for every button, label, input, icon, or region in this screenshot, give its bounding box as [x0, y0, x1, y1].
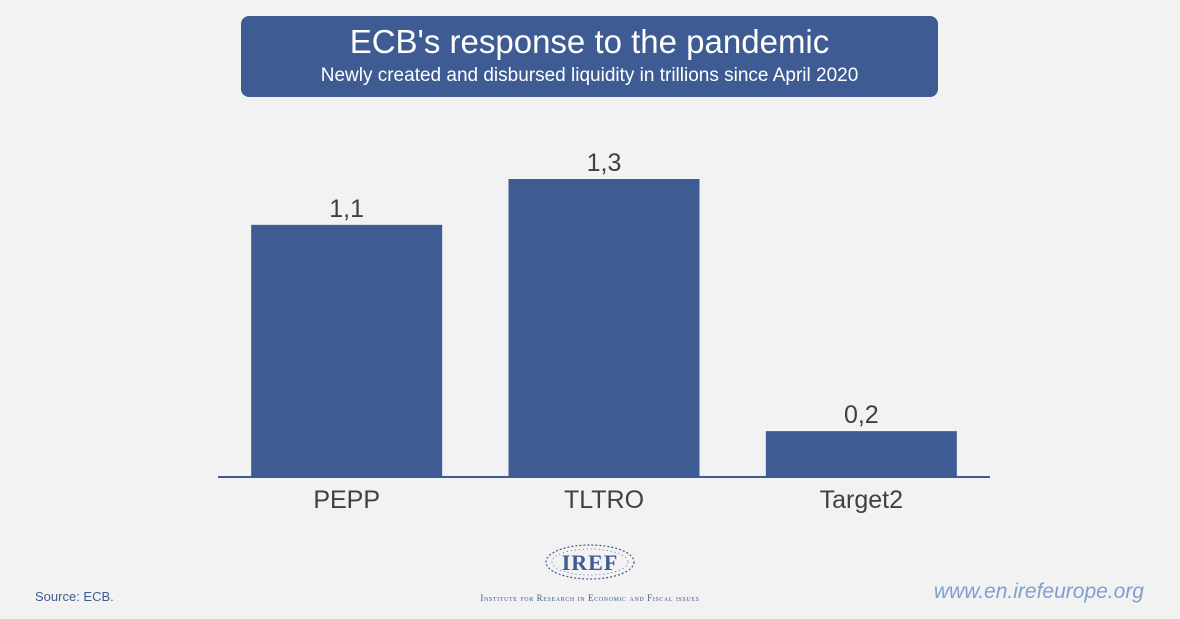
bar-chart: 1,1 PEPP 1,3 TLTRO 0,2 Target2: [218, 149, 990, 514]
logo-text: IREF: [562, 550, 619, 575]
chart-title-box: ECB's response to the pandemic Newly cre…: [241, 16, 938, 97]
category-label-tltro: TLTRO: [564, 486, 644, 514]
website-link[interactable]: www.en.irefeurope.org: [933, 580, 1144, 603]
category-label-target2: Target2: [820, 486, 903, 514]
bar-target2: [765, 431, 957, 477]
value-label-tltro: 1,3: [587, 149, 622, 177]
bar-pepp: [251, 224, 443, 477]
bar-tltro: [508, 179, 700, 477]
category-label-pepp: PEPP: [313, 486, 380, 514]
chart-title: ECB's response to the pandemic: [349, 23, 830, 60]
chart-subtitle: Newly created and disbursed liquidity in…: [320, 65, 859, 86]
source-note: Source: ECB.: [35, 589, 114, 604]
value-label-pepp: 1,1: [329, 195, 364, 223]
iref-logo: IREF: [540, 540, 640, 584]
institute-name: Institute for Research in Economic and F…: [480, 593, 700, 603]
value-label-target2: 0,2: [844, 401, 879, 429]
